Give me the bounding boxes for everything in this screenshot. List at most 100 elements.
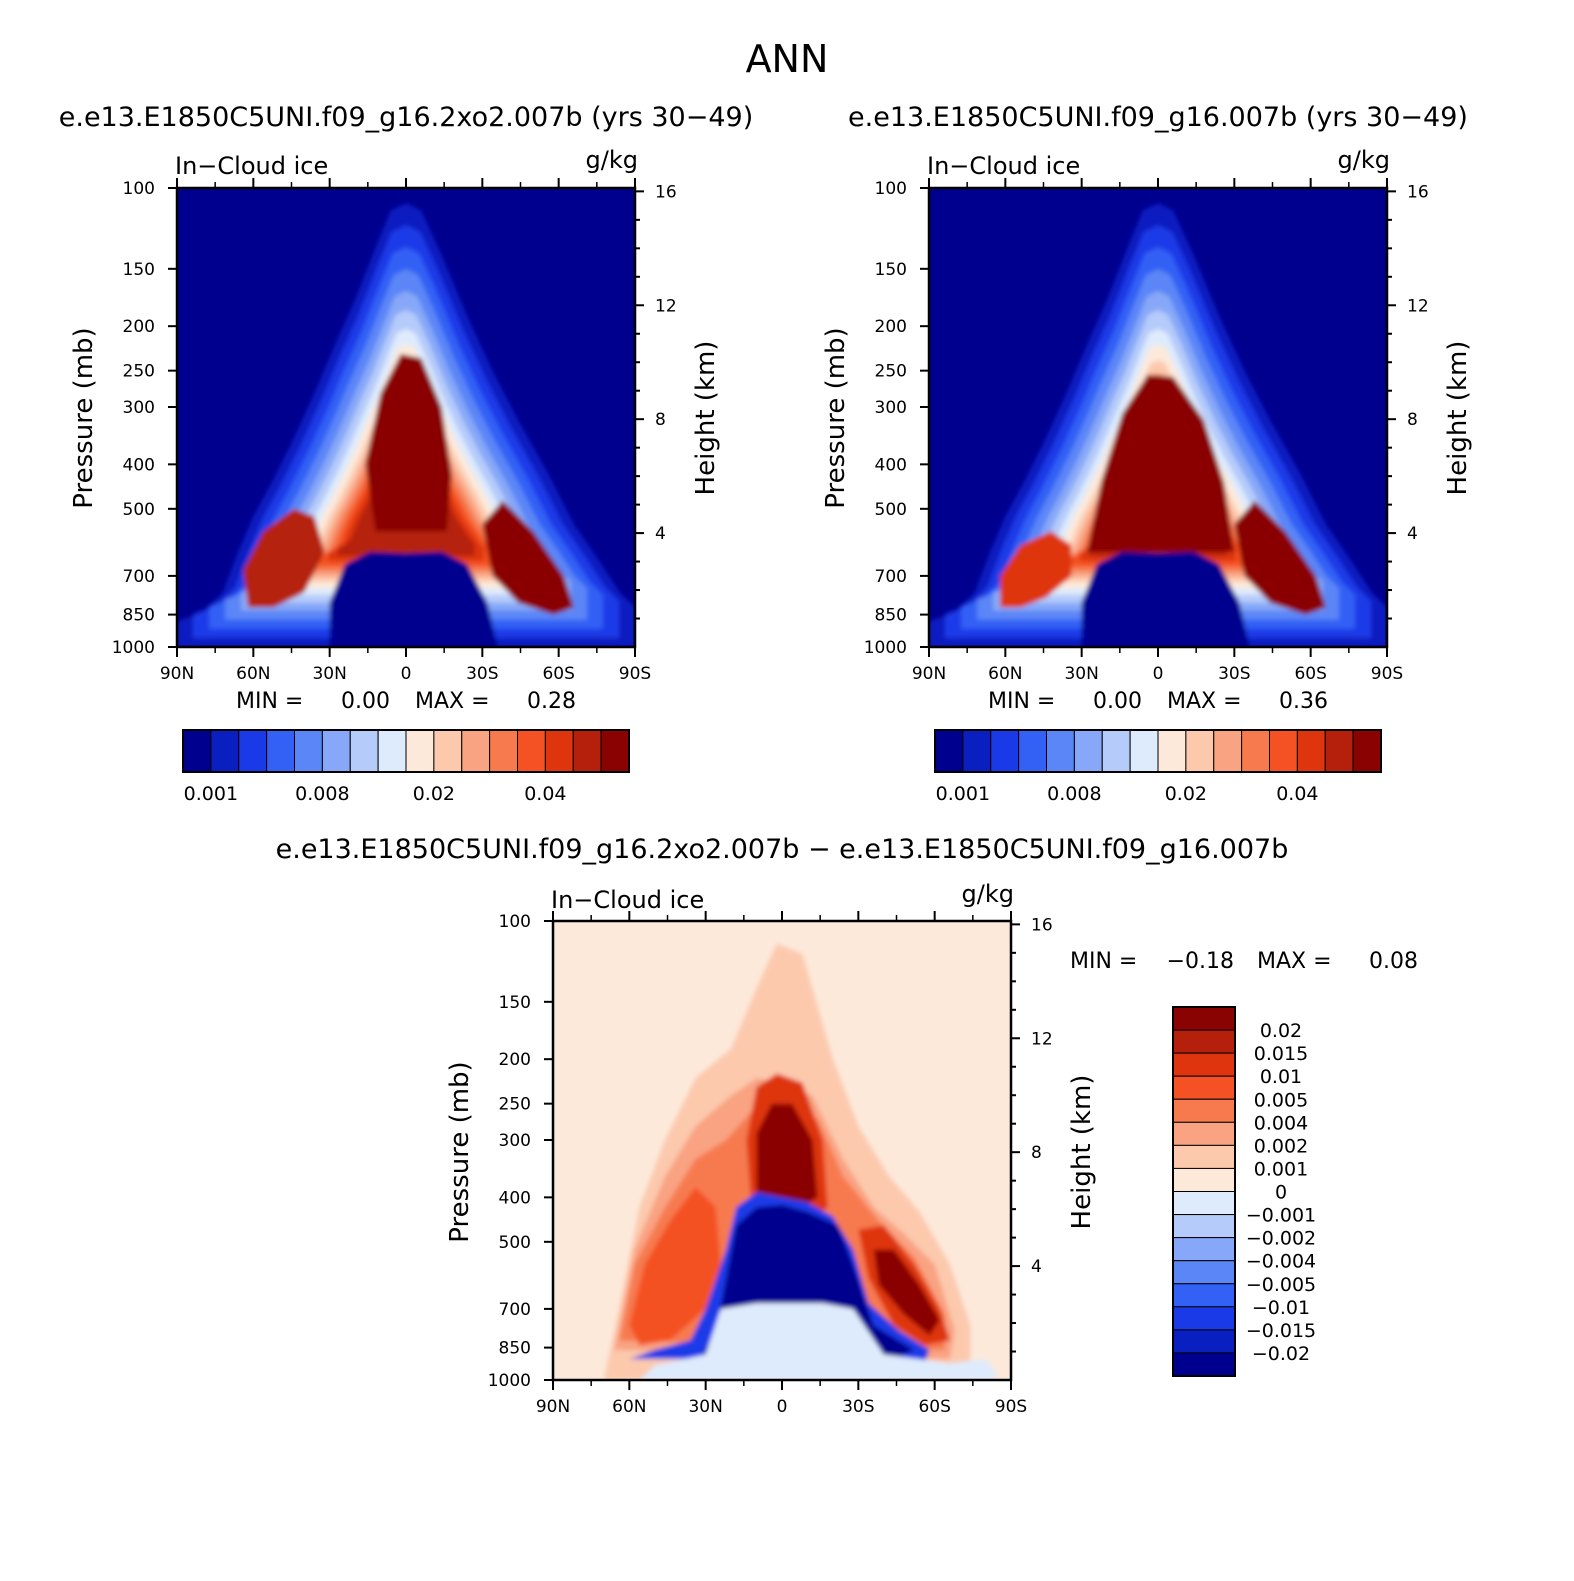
colorbar-top-left: 0.001 0.008 0.02 0.04 [182,729,630,805]
height-tick-label: 12 [1031,1029,1053,1049]
units-label-bottom: g/kg [962,880,1014,908]
pressure-tick-label: 150 [499,993,531,1013]
colorbar-box [1172,1214,1236,1239]
pressure-tick-label: 300 [499,1131,531,1151]
lower-slight-negative [639,1303,996,1380]
panel-top-left: 100 150 200 250 300 400 500 700 850 1000 16 12 8 4 90N… [112,178,677,684]
pressure-tick-label: 200 [499,1050,531,1070]
pressure-tick-label: 100 [875,179,907,199]
pressure-tick-label: 850 [123,606,155,626]
latitude-tick-label: 30S [466,664,498,684]
colorbar-box [1172,1329,1236,1354]
max-value: 0.08 [1369,949,1418,974]
colorbar-box [461,729,491,773]
pressure-tick-label: 400 [123,455,155,475]
axes: 100 150 200 250 300 400 500 700 850 1000 16 12 8 4 90N… [864,178,1429,684]
max-label: MAX = [1257,949,1332,974]
colorbar-box [1172,1052,1236,1077]
colorbar-frame [182,729,630,773]
pressure-tick-label: 850 [875,606,907,626]
pressure-tick-label: 150 [875,260,907,280]
latitude-tick-label: 60N [612,1397,646,1417]
tropical-core [1086,374,1235,552]
colorbar-label: −0.002 [1246,1228,1316,1250]
colorbar-label: −0.02 [1252,1343,1310,1365]
minmax-top-left: MIN = 0.00 MAX = 0.28 [236,689,576,714]
colorbar-label: 0.001 [1254,1158,1308,1180]
latitude-tick-label: 60S [918,1397,950,1417]
pressure-tick-label: 250 [123,362,155,382]
pressure-tick-label: 400 [875,455,907,475]
colorbar-label: −0.015 [1246,1320,1316,1342]
colorbar-box [1269,729,1298,773]
sh-lower-max [482,500,574,615]
sh-positive-b [873,1249,940,1336]
latitude-tick-label: 0 [1153,664,1164,684]
pressure-tick-label: 300 [123,398,155,418]
colorbar-label: 0.005 [1254,1089,1308,1111]
colorbar-top-right: 0.001 0.008 0.02 0.04 [934,729,1382,805]
colorbar-box [1172,1352,1236,1377]
pressure-tick-label: 850 [499,1339,531,1359]
colorbar-box [1073,729,1103,773]
minmax-bottom: MIN = −0.18 MAX = 0.08 [1070,949,1418,974]
y-axis-title-top-right: Pressure (mb) [821,327,851,508]
colorbar-box [1172,1283,1236,1308]
latitude-tick-label: 90S [995,1397,1027,1417]
latitude-tick-label: 0 [401,664,412,684]
upper-positive-b [756,1103,818,1217]
colorbar-box [1172,1029,1236,1054]
colorbar-box [1046,729,1075,773]
colorbar-box [1101,729,1131,773]
min-label: MIN = [988,689,1055,714]
height-tick-label: 4 [655,524,666,544]
contour-field [929,188,1387,647]
panel-title-top-left: e.e13.E1850C5UNI.f09_g16.2xo2.007b (yrs … [59,102,754,133]
tropical-lower-min [1081,551,1250,647]
latitude-tick-label: 30S [1218,664,1250,684]
colorbar-box [210,729,240,773]
height-tick-label: 16 [655,182,677,202]
colorbar-box [1172,1306,1236,1331]
y2-axis-title-top-left: Height (km) [691,341,721,496]
pressure-tick-label: 500 [875,500,907,520]
colorbar-box [433,729,463,773]
colorbar-box [1157,729,1187,773]
colorbar-label: 0 [1275,1182,1287,1204]
latitude-tick-label: 90N [160,664,194,684]
height-tick-label: 4 [1407,524,1418,544]
height-tick-label: 16 [1407,182,1429,202]
colorbar-label: −0.01 [1252,1297,1310,1319]
colorbar-box [1241,729,1270,773]
colorbar-frame [934,729,1382,773]
y2-axis-title-bottom: Height (km) [1067,1075,1097,1230]
y-axis-title-bottom: Pressure (mb) [445,1061,475,1242]
height-tick-label: 4 [1031,1257,1042,1277]
pressure-tick-label: 1000 [864,638,907,658]
colorbar-box [1185,729,1215,773]
latitude-tick-label: 90S [1371,664,1403,684]
min-label: MIN = [236,689,303,714]
max-value: 0.28 [527,689,576,714]
colorbar-label: −0.004 [1246,1251,1316,1273]
colorbar-box [489,729,518,773]
colorbar-frame [1172,1006,1236,1377]
tropical-lower-min [329,551,498,647]
colorbar-box [544,729,574,773]
max-label: MAX = [1167,689,1242,714]
colorbar-box [1172,1121,1236,1146]
height-tick-label: 12 [655,296,677,316]
y-axis-title-top-left: Pressure (mb) [69,327,99,508]
height-tick-label: 12 [1407,296,1429,316]
height-tick-label: 8 [1407,410,1418,430]
contour-layers [929,203,1387,647]
latitude-tick-label: 0 [777,1397,788,1417]
latitude-tick-label: 30N [688,1397,722,1417]
colorbar-label: 0.02 [1260,1020,1302,1042]
pressure-tick-label: 200 [875,317,907,337]
colorbar-box [1172,1006,1236,1031]
pressure-tick-label: 700 [123,567,155,587]
colorbar-bottom: 0.020.0150.010.0050.0040.0020.0010−0.001… [1172,1006,1316,1377]
colorbar-box [962,729,992,773]
